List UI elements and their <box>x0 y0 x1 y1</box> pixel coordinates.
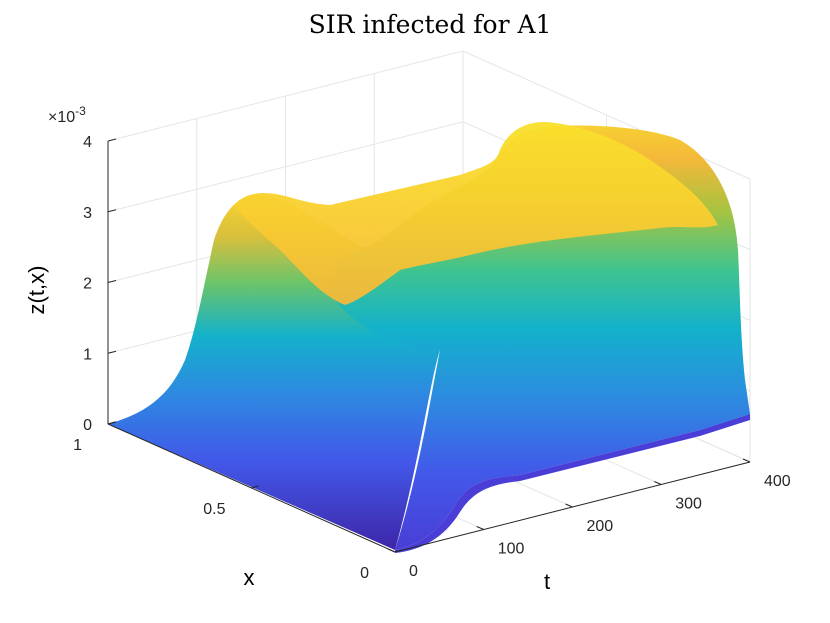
grid-line <box>107 50 464 142</box>
z-tick-label: 4 <box>83 134 92 151</box>
x-tick <box>251 485 259 489</box>
z-tick-label: 0 <box>83 417 92 434</box>
z-tick <box>107 209 117 213</box>
t-tick-label: 300 <box>675 496 702 513</box>
z-tick-label: 3 <box>83 205 92 222</box>
t-tick <box>387 548 396 553</box>
grid-line <box>107 121 464 213</box>
z-tick <box>107 350 117 354</box>
z-tick-label: 2 <box>83 276 92 293</box>
x-tick-label: 1 <box>73 437 82 454</box>
x-tick-label: 0 <box>360 565 369 582</box>
z-tick <box>107 138 117 142</box>
z-axis-label: z(t,x) <box>24 266 49 315</box>
surface-top-ridge <box>234 122 718 305</box>
surface-bottom-rim <box>395 414 750 553</box>
x-axis: 00.51 <box>73 421 403 582</box>
t-tick-label: 200 <box>587 518 614 535</box>
t-tick-label: 400 <box>764 473 791 490</box>
t-tick <box>742 458 751 463</box>
chart-title: SIR infected for A1 <box>309 10 552 39</box>
z-tick-label: 1 <box>83 346 92 363</box>
t-tick-label: 100 <box>498 541 525 558</box>
t-axis: 0 100 200 300 400 <box>387 458 791 580</box>
x-tick <box>394 549 403 553</box>
t-tick <box>565 503 573 508</box>
x-tick-label: 0.5 <box>203 501 225 518</box>
x-axis-label: x <box>244 565 255 590</box>
t-tick-label: 0 <box>409 563 418 580</box>
z-exponent: ×10-3 <box>48 104 86 126</box>
t-tick <box>654 481 662 485</box>
z-tick <box>107 280 117 283</box>
surface <box>108 122 750 553</box>
t-tick <box>476 526 484 530</box>
t-axis-label: t <box>544 569 550 594</box>
x-tick <box>107 421 116 425</box>
